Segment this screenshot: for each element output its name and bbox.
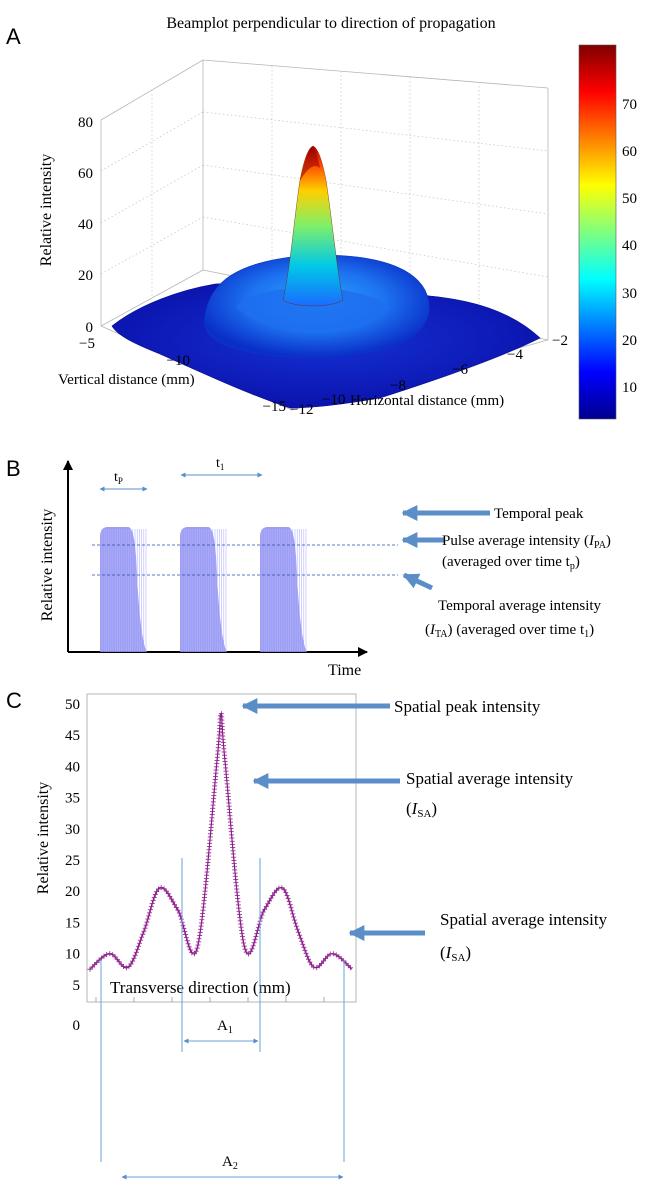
chart-a-zticks: 80 60 40 20 0	[78, 115, 93, 336]
y-tick-label: 40	[65, 759, 80, 775]
pulse	[180, 527, 227, 652]
y-tick-label: 50	[65, 697, 80, 713]
temporal-peak-label: Temporal peak	[494, 506, 584, 522]
spatial-average-note-2: (ISA)	[440, 943, 471, 964]
chart-a-xlabel: Horizontal distance (mm)	[350, 393, 504, 409]
chart-a-zlabel: Relative intensity	[38, 154, 55, 266]
colorbar-tick-label: 10	[622, 380, 637, 396]
chart-c-series	[87, 711, 353, 972]
spatial-peak-label: Spatial peak intensity	[394, 697, 541, 716]
chart-b-xlabel: Time	[328, 662, 361, 679]
x-tick-label: −6	[452, 362, 468, 378]
chart-a-xticks: −12 −10 −8 −6 −4 −2	[290, 333, 568, 418]
y-tick-label: 35	[65, 791, 80, 807]
a2-label: A2	[222, 1154, 238, 1172]
chart-a-yticks: −5 −10 −15	[79, 336, 286, 415]
y-tick-label: 5	[73, 978, 81, 994]
x-tick-label: −4	[507, 347, 523, 363]
pulse-duration-label: tP	[114, 470, 123, 486]
z-tick-label: 0	[86, 320, 94, 336]
y-tick-label: 15	[65, 915, 80, 931]
y-tick-label: −5	[79, 336, 95, 352]
a1-label: A1	[217, 1018, 233, 1036]
colorbar-tick-label: 30	[622, 286, 637, 302]
z-tick-label: 40	[78, 217, 93, 233]
chart-b-pulses	[100, 527, 307, 652]
y-tick-label: 20	[65, 884, 80, 900]
panel-c: C 0 5 10 15 20 25 30 35 40 45 50 Relative intensit…	[6, 688, 608, 1180]
pulse-average-note: (averaged over time tp)	[442, 554, 580, 572]
z-tick-label: 60	[78, 166, 93, 182]
x-tick-label: −2	[552, 333, 568, 349]
y-tick-label: 0	[73, 1018, 81, 1034]
intensity-profile-line	[89, 712, 353, 970]
colorbar-tick-label: 60	[622, 144, 637, 160]
pulse-average-label: Pulse average intensity (IPA)	[442, 533, 611, 551]
z-tick-label: 20	[78, 268, 93, 284]
colorbar-tick-label: 20	[622, 333, 637, 349]
chart-b-ylabel: Relative intensity	[39, 509, 56, 621]
y-tick-label: −10	[167, 353, 190, 369]
z-tick-label: 80	[78, 115, 93, 131]
chart-c-xticks	[95, 997, 325, 1002]
y-tick-label: 25	[65, 853, 80, 869]
spatial-average-label-1: Spatial average intensity	[406, 769, 574, 788]
panel-label-a: A	[6, 24, 21, 49]
temporal-average-arrow	[402, 572, 434, 591]
pulse	[260, 527, 307, 652]
chart-c-xlabel: Transverse direction (mm)	[110, 978, 291, 997]
temporal-average-label: Temporal average intensity	[438, 598, 602, 614]
x-tick-label: −10	[322, 392, 345, 408]
surface-main-lobe	[282, 145, 344, 307]
chart-a-title: Beamplot perpendicular to direction of p…	[166, 15, 495, 32]
chart-c-ylabel: Relative intensity	[35, 782, 52, 894]
panel-label-c: C	[6, 688, 22, 713]
pulse	[100, 527, 147, 652]
chart-c-frame	[86, 693, 357, 1003]
colorbar	[578, 44, 617, 420]
y-tick-label: 45	[65, 728, 80, 744]
colorbar-tick-label: 40	[622, 238, 637, 254]
chart-a-ylabel: Vertical distance (mm)	[58, 372, 195, 388]
colorbar-tick-label: 50	[622, 191, 637, 207]
y-tick-label: 30	[65, 822, 80, 838]
chart-c-yticks: 0 5 10 15 20 25 30 35 40 45 50	[65, 697, 80, 1034]
panel-a: A Beamplot perpendicular to direction of…	[6, 15, 637, 420]
temporal-average-note: (ITA) (averaged over time t1)	[425, 622, 594, 640]
width-guides	[100, 858, 345, 1162]
y-tick-label: 10	[65, 947, 80, 963]
colorbar-ticks: 10 20 30 40 50 60 70	[622, 97, 637, 396]
spatial-average-note-1: (ISA)	[406, 799, 437, 820]
period-label: t1	[216, 456, 224, 472]
x-tick-label: −8	[390, 378, 406, 394]
x-tick-label: −12	[290, 402, 313, 418]
surface-ring-inner	[236, 288, 390, 330]
chart-a-surface	[111, 145, 541, 409]
panel-b: B Relative intensity Time tP t1 Temporal…	[6, 456, 611, 679]
panel-label-b: B	[6, 456, 21, 481]
colorbar-tick-label: 70	[622, 97, 637, 113]
y-tick-label: −15	[263, 399, 286, 415]
spatial-average-label-2: Spatial average intensity	[440, 910, 608, 929]
